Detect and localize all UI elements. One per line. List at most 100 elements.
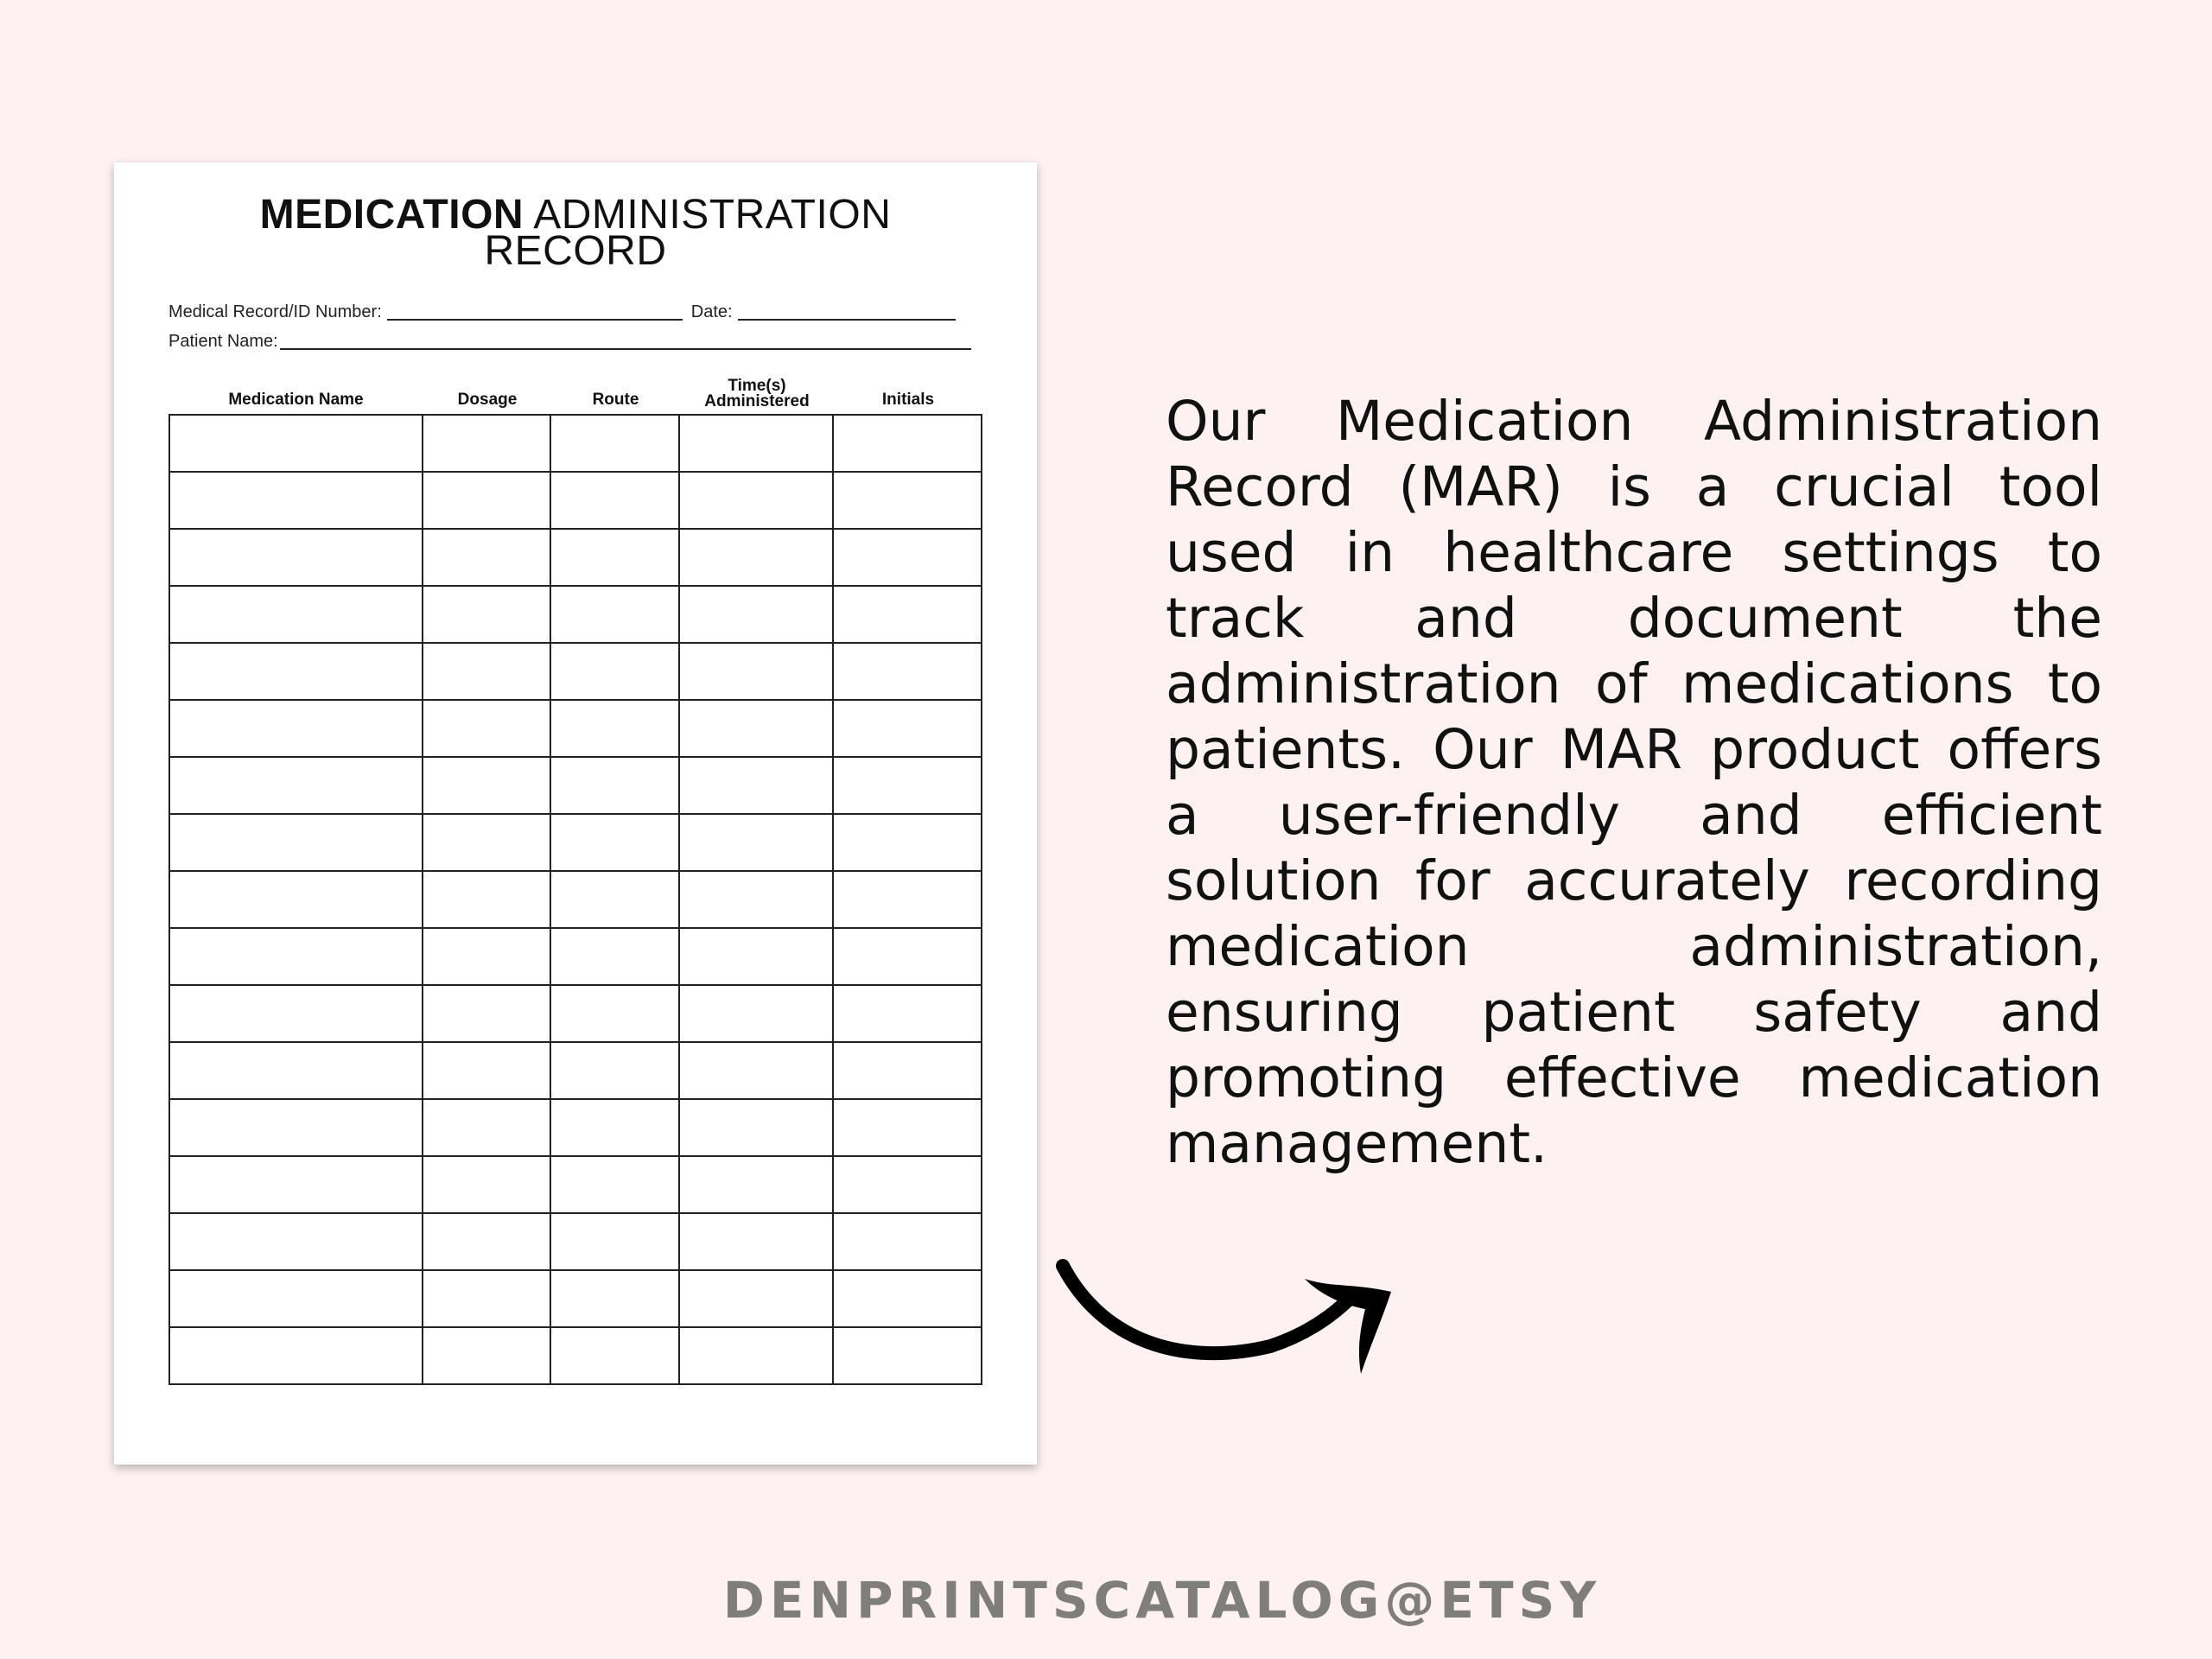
col-route: Route — [592, 391, 639, 409]
table-row — [168, 1326, 982, 1385]
table-row — [168, 1041, 982, 1100]
table-row — [168, 1155, 982, 1214]
table-cell — [550, 528, 681, 587]
table-cell — [678, 1155, 835, 1214]
date-line — [737, 319, 956, 321]
description-line: management. — [1166, 1112, 1548, 1175]
table-cell — [422, 642, 552, 701]
id-date-row: Medical Record/ID Number: Date: — [168, 302, 956, 322]
date-label: Date: — [690, 302, 733, 321]
table-row — [168, 699, 982, 758]
table-cell — [550, 699, 681, 758]
description-line: Our Medication Administration — [1166, 390, 2102, 453]
table-cell — [550, 1098, 681, 1157]
table-cell — [832, 1269, 982, 1328]
table-cell — [678, 471, 835, 530]
table-cell — [832, 471, 982, 530]
table-cell — [550, 642, 681, 701]
table-cell — [678, 984, 835, 1043]
table-cell — [550, 585, 681, 644]
table-cell — [832, 984, 982, 1043]
table-cell — [168, 1212, 424, 1271]
mar-form-preview: MEDICATION ADMINISTRATION RECORD Medical… — [114, 162, 1037, 1465]
patient-line — [279, 348, 971, 350]
description-line: ensuring patient safety and — [1166, 981, 2102, 1044]
table-cell — [832, 756, 982, 815]
table-cell — [678, 1041, 835, 1100]
table-cell — [678, 585, 835, 644]
table-row — [168, 756, 982, 815]
table-cell — [550, 414, 681, 473]
table-cell — [832, 1041, 982, 1100]
description-line: used in healthcare settings to — [1166, 521, 2102, 584]
table-cell — [168, 699, 424, 758]
table-cell — [678, 528, 835, 587]
table-cell — [168, 870, 424, 929]
table-cell — [832, 1326, 982, 1385]
table-cell — [550, 870, 681, 929]
curved-arrow-right-icon — [1056, 1259, 1391, 1374]
table-cell — [168, 1098, 424, 1157]
table-cell — [678, 927, 835, 986]
table-row — [168, 1098, 982, 1157]
table-row — [168, 984, 982, 1043]
table-cell — [832, 414, 982, 473]
table-cell — [422, 756, 552, 815]
table-cell — [550, 1326, 681, 1385]
id-line — [386, 319, 683, 321]
table-cell — [168, 471, 424, 530]
table-cell — [550, 984, 681, 1043]
description-line: a user-friendly and efficient — [1166, 784, 2102, 847]
table-cell — [678, 813, 835, 872]
table-row — [168, 927, 982, 986]
table-cell — [422, 471, 552, 530]
table-cell — [832, 927, 982, 986]
table-row — [168, 1269, 982, 1328]
table-cell — [832, 1212, 982, 1271]
table-cell — [678, 870, 835, 929]
table-cell — [422, 528, 552, 587]
table-cell — [678, 1098, 835, 1157]
table-cell — [678, 699, 835, 758]
patient-row: Patient Name: — [168, 332, 971, 352]
table-cell — [422, 1098, 552, 1157]
table-row — [168, 414, 982, 473]
table-cell — [422, 1212, 552, 1271]
title-rest: ADMINISTRATION — [533, 192, 892, 238]
table-cell — [168, 756, 424, 815]
table-cell — [168, 585, 424, 644]
id-label: Medical Record/ID Number: — [168, 302, 382, 321]
table-cell — [422, 870, 552, 929]
title-line2: RECORD — [484, 228, 667, 274]
col-initials: Initials — [881, 391, 935, 409]
table-row — [168, 585, 982, 644]
table-row — [168, 642, 982, 701]
mar-table — [168, 414, 982, 1385]
table-cell — [168, 1155, 424, 1214]
table-cell — [168, 813, 424, 872]
table-cell — [550, 1212, 681, 1271]
table-cell — [422, 984, 552, 1043]
table-cell — [832, 528, 982, 587]
shop-watermark: DENPRINTSCATALOG@ETSY — [722, 1571, 1602, 1630]
table-cell — [832, 1098, 982, 1157]
col-medication-name: Medication Name — [228, 391, 364, 409]
table-cell — [678, 1212, 835, 1271]
table-cell — [168, 414, 424, 473]
table-cell — [550, 1155, 681, 1214]
table-cell — [422, 1041, 552, 1100]
patient-label: Patient Name: — [168, 332, 278, 351]
col-dosage: Dosage — [457, 391, 518, 409]
table-cell — [678, 642, 835, 701]
table-cell — [550, 927, 681, 986]
table-cell — [422, 699, 552, 758]
description-line: solution for accurately recording — [1166, 849, 2102, 912]
table-cell — [168, 1269, 424, 1328]
table-row — [168, 813, 982, 872]
table-cell — [168, 528, 424, 587]
table-cell — [422, 813, 552, 872]
table-cell — [422, 1326, 552, 1385]
table-cell — [832, 870, 982, 929]
table-cell — [678, 1269, 835, 1328]
table-cell — [832, 1155, 982, 1214]
